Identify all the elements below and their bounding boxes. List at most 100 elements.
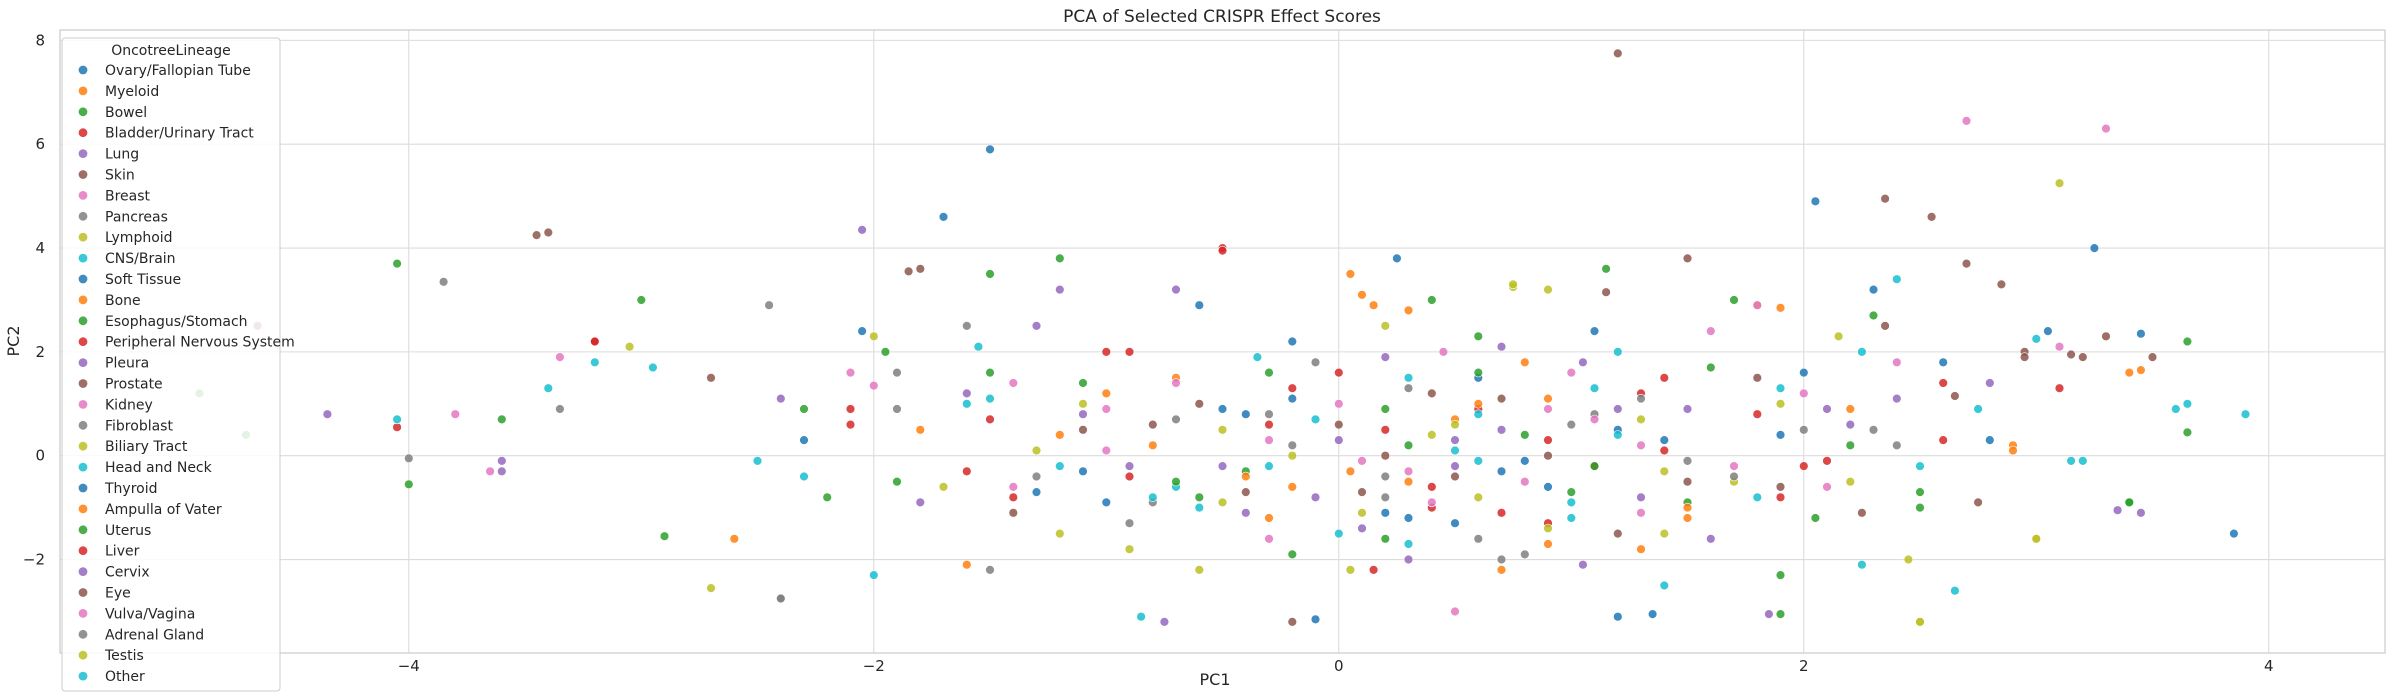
legend-frame — [61, 37, 281, 692]
scatter-point — [1380, 404, 1391, 414]
scatter-point — [1159, 617, 1170, 627]
scatter-point — [1287, 393, 1298, 404]
scatter-point — [1031, 321, 1042, 331]
scatter-point — [1729, 295, 1739, 305]
scatter-point — [1566, 497, 1577, 508]
scatter-point — [1380, 451, 1391, 461]
scatter-point — [962, 399, 972, 409]
scatter-point — [1287, 482, 1298, 492]
scatter-point — [1473, 367, 1484, 378]
scatter-point — [1403, 554, 1414, 565]
scatter-point — [764, 300, 774, 310]
scatter-point — [1450, 471, 1460, 482]
scatter-point — [1775, 609, 1786, 619]
scatter-point — [2101, 331, 2111, 341]
points-layer — [194, 48, 2251, 627]
scatter-point — [903, 266, 914, 277]
scatter-point — [892, 404, 902, 414]
scatter-point — [2112, 505, 2123, 515]
legend-item: Adrenal Gland — [78, 627, 204, 643]
scatter-point — [636, 295, 646, 305]
scatter-point — [729, 534, 739, 544]
scatter-point — [1799, 367, 1809, 378]
scatter-point — [1868, 425, 1879, 435]
scatter-point — [1868, 310, 1879, 321]
y-tick-label: −2 — [23, 551, 45, 569]
scatter-point — [962, 559, 972, 570]
scatter-point — [985, 367, 995, 378]
scatter-point — [1334, 528, 1344, 539]
legend-item: Peripheral Nervous System — [78, 335, 295, 351]
scatter-point — [1892, 393, 1902, 404]
plot-frame — [59, 29, 2386, 654]
scatter-point — [1368, 565, 1379, 575]
scatter-point — [752, 456, 763, 466]
legend-item: Biliary Tract — [78, 439, 188, 455]
scatter-point — [1380, 471, 1391, 482]
legend-label: Thyroid — [104, 481, 158, 497]
scatter-point — [2054, 178, 2065, 188]
scatter-point — [1368, 300, 1379, 310]
scatter-point — [2054, 383, 2065, 393]
scatter-point — [1357, 456, 1367, 466]
scatter-point — [1845, 419, 1856, 430]
scatter-point — [1496, 554, 1507, 565]
scatter-point — [1647, 609, 1658, 619]
scatter-point — [1334, 367, 1344, 378]
scatter-point — [2229, 528, 2239, 539]
scatter-point — [1031, 445, 1042, 456]
scatter-point — [1264, 367, 1274, 378]
scatter-point — [1636, 492, 1646, 502]
scatter-point — [1473, 331, 1484, 341]
legend-items: Ovary/Fallopian Tube Myeloid Bowel Bladder/… — [78, 63, 295, 685]
scatter-point — [1473, 456, 1484, 466]
legend-marker — [78, 441, 88, 451]
scatter-point — [1403, 373, 1414, 383]
scatter-point — [1450, 435, 1460, 445]
scatter-point — [1543, 482, 1553, 492]
scatter-point — [1496, 565, 1507, 575]
scatter-point — [1287, 451, 1298, 461]
scatter-point — [1775, 303, 1786, 313]
scatter-point — [404, 479, 414, 489]
scatter-point — [450, 409, 460, 419]
scatter-point — [1264, 461, 1274, 471]
scatter-point — [1613, 347, 1623, 357]
scatter-point — [531, 230, 542, 240]
scatter-point — [392, 422, 402, 432]
scatter-point — [590, 357, 600, 367]
scatter-point — [392, 258, 402, 269]
scatter-point — [1915, 617, 1925, 627]
scatter-point — [1520, 477, 1530, 487]
scatter-point — [1985, 435, 1995, 445]
scatter-point — [1543, 404, 1553, 414]
scatter-point — [1496, 425, 1507, 435]
scatter-point — [1473, 534, 1484, 544]
legend-marker — [78, 253, 88, 263]
scatter-point — [1543, 523, 1553, 534]
legend-marker — [78, 191, 88, 200]
scatter-point — [1078, 409, 1088, 419]
scatter-point — [1403, 513, 1414, 523]
scatter-point — [555, 404, 565, 414]
scatter-point — [1589, 461, 1600, 471]
scatter-point — [1380, 534, 1391, 544]
scatter-point — [985, 144, 995, 155]
scatter-point — [1124, 544, 1135, 554]
scatter-point — [1124, 471, 1135, 482]
scatter-point — [1950, 391, 1960, 401]
scatter-point — [2124, 497, 2135, 508]
scatter-point — [1566, 513, 1577, 523]
scatter-point — [799, 471, 809, 482]
scatter-point — [1124, 347, 1135, 357]
scatter-point — [1752, 300, 1763, 310]
scatter-point — [1857, 559, 1867, 570]
scatter-point — [1892, 274, 1902, 284]
scatter-point — [845, 404, 856, 414]
legend-label: Biliary Tract — [105, 439, 188, 455]
scatter-point — [1473, 409, 1484, 419]
scatter-point — [1613, 404, 1623, 414]
scatter-point — [438, 277, 449, 287]
scatter-point — [1403, 305, 1414, 316]
scatter-point — [1496, 508, 1507, 518]
